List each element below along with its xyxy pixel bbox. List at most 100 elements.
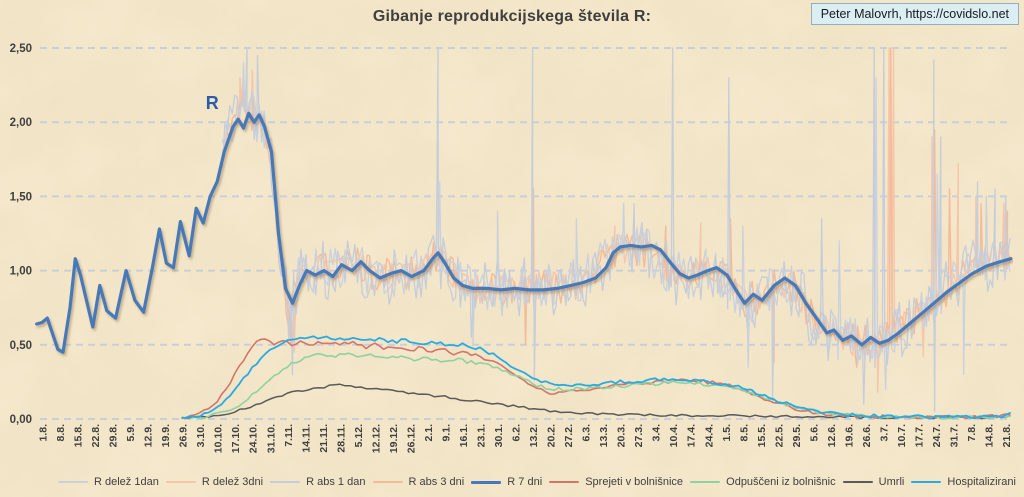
legend-item-umrli: Umrli (842, 476, 905, 488)
x-tick-label: 13.2. (528, 424, 540, 447)
x-tick-label: 5.12. (353, 424, 365, 447)
legend-line-swatch (842, 481, 873, 483)
series-line-sprejeti-v-bolni-nice (181, 338, 1011, 420)
legend-item-label: R delež 1dan (94, 476, 159, 488)
legend-item-r-abs-1-dan: R abs 1 dan (270, 476, 365, 488)
x-tick-label: 1.5. (721, 424, 733, 442)
legend-item-label: R abs 3 dni (408, 476, 465, 488)
x-tick-label: 10.10. (213, 424, 225, 453)
x-tick-label: 7.11. (283, 424, 295, 447)
x-tick-label: 29.5. (791, 424, 803, 447)
y-tick-label: 2,50 (10, 43, 32, 55)
x-tick-label: 19.9. (160, 424, 172, 447)
legend-line-swatch (372, 481, 403, 483)
x-tick-label: 24.10. (248, 424, 260, 453)
legend-line-swatch (165, 481, 196, 483)
x-tick-label: 17.10. (230, 424, 242, 453)
x-tick-label: 8.5. (738, 424, 750, 442)
x-tick-label: 17.4. (686, 424, 698, 447)
x-tick-label: 26.6. (861, 424, 873, 447)
x-tick-label: 12.12. (370, 424, 382, 453)
x-tick-label: 15.5. (756, 424, 768, 447)
x-tick-label: 9.1. (440, 424, 452, 442)
x-tick-label: 16.1. (458, 424, 470, 447)
x-tick-label: 3.10. (195, 424, 207, 447)
attribution-box[interactable]: Peter Malovrh, https://covidslo.net (810, 3, 1019, 25)
chart-title: Gibanje reprodukcijskega števila R: (372, 8, 652, 25)
x-tick-label: 30.1. (493, 424, 505, 447)
x-tick-label: 27.2. (563, 424, 575, 447)
x-tick-label: 22.8. (90, 424, 102, 447)
x-tick-label: 12.9. (143, 424, 155, 447)
chart-legend: R delež 1dan R delež 3dni R abs 1 dan R abs… (58, 471, 1016, 493)
x-tick-label: 10.7. (896, 424, 908, 447)
legend-item-label: Hospitalizirani (947, 476, 1016, 488)
x-tick-label: 2.1. (423, 424, 435, 442)
series-line-hospitalizirani (181, 335, 1011, 420)
x-tick-label: 19.6. (843, 424, 855, 447)
legend-line-swatch (270, 481, 301, 483)
legend-item-label: Umrli (878, 476, 905, 488)
annotation-r-label: R (206, 93, 219, 113)
x-tick-label: 17.7. (914, 424, 926, 447)
x-tick-label: 21.11. (318, 424, 330, 453)
legend-item-sprejeti-v-bolni-nice: Sprejeti v bolnišnice (549, 476, 683, 488)
x-tick-label: 12.6. (826, 424, 838, 447)
legend-item-label: Odpuščeni iz bolnišnic (726, 476, 836, 488)
x-tick-label: 31.10. (265, 424, 277, 453)
y-tick-label: 0,00 (10, 414, 32, 426)
x-tick-label: 5.9. (125, 424, 137, 442)
legend-line-swatch (549, 481, 580, 483)
legend-item-r-7-dni: R 7 dni (471, 476, 542, 488)
y-tick-label: 2,00 (10, 117, 32, 129)
x-tick-label: 26.9. (178, 424, 190, 447)
legend-item-r-dele-3dni: R delež 3dni (165, 476, 264, 488)
x-tick-label: 1.8. (38, 424, 50, 442)
x-tick-label: 29.8. (108, 424, 120, 447)
legend-item-hospitalizirani: Hospitalizirani (911, 476, 1016, 488)
x-tick-label: 6.2. (511, 424, 523, 442)
x-tick-label: 5.6. (808, 424, 820, 442)
x-tick-label: 8.8. (55, 424, 67, 442)
x-tick-label: 10.4. (668, 424, 680, 447)
legend-line-swatch (911, 481, 942, 483)
legend-item-label: R abs 1 dan (306, 476, 366, 488)
x-tick-label: 31.7. (949, 424, 961, 447)
x-tick-label: 27.3. (633, 424, 645, 447)
legend-item-odpu-eni-iz-bolni-nic: Odpuščeni iz bolnišnic (690, 476, 836, 488)
x-tick-label: 21.8. (1001, 424, 1013, 447)
x-tick-label: 3.7. (878, 424, 890, 442)
x-tick-label: 22.5. (773, 424, 785, 447)
series-line-r-7-dni (35, 111, 1013, 354)
series-line-r-abs-3-dni (221, 47, 1011, 368)
x-tick-label: 13.3. (598, 424, 610, 447)
x-tick-label: 28.11. (335, 424, 347, 453)
x-tick-label: 3.4. (651, 424, 663, 442)
legend-line-swatch (471, 480, 502, 484)
x-tick-label: 20.3. (616, 424, 628, 447)
series-line-r-abs-1-dan (221, 47, 1011, 413)
legend-item-label: Sprejeti v bolnišnice (585, 476, 684, 488)
y-tick-label: 0,50 (10, 340, 32, 352)
legend-item-r-dele-1dan: R delež 1dan (58, 476, 159, 488)
x-tick-label: 14.11. (300, 424, 312, 453)
legend-line-swatch (58, 481, 88, 483)
legend-item-r-abs-3-dni: R abs 3 dni (372, 476, 465, 488)
y-tick-label: 1,00 (10, 266, 32, 278)
legend-line-swatch (690, 481, 721, 483)
x-tick-label: 24.7. (931, 424, 943, 447)
x-tick-label: 14.8. (984, 424, 996, 447)
y-tick-label: 1,50 (10, 191, 32, 203)
x-tick-label: 23.1. (476, 424, 488, 447)
legend-item-label: R delež 3dni (201, 476, 264, 488)
x-tick-label: 20.2. (546, 424, 558, 447)
legend-item-label: R 7 dni (507, 476, 543, 488)
x-tick-label: 15.8. (73, 424, 85, 447)
x-tick-label: 6.3. (581, 424, 593, 442)
x-tick-label: 24.4. (703, 424, 715, 447)
x-tick-label: 7.8. (966, 424, 978, 442)
x-tick-label: 19.12. (388, 424, 400, 453)
attribution-text: Peter Malovrh, https://covidslo.net (820, 7, 1009, 21)
